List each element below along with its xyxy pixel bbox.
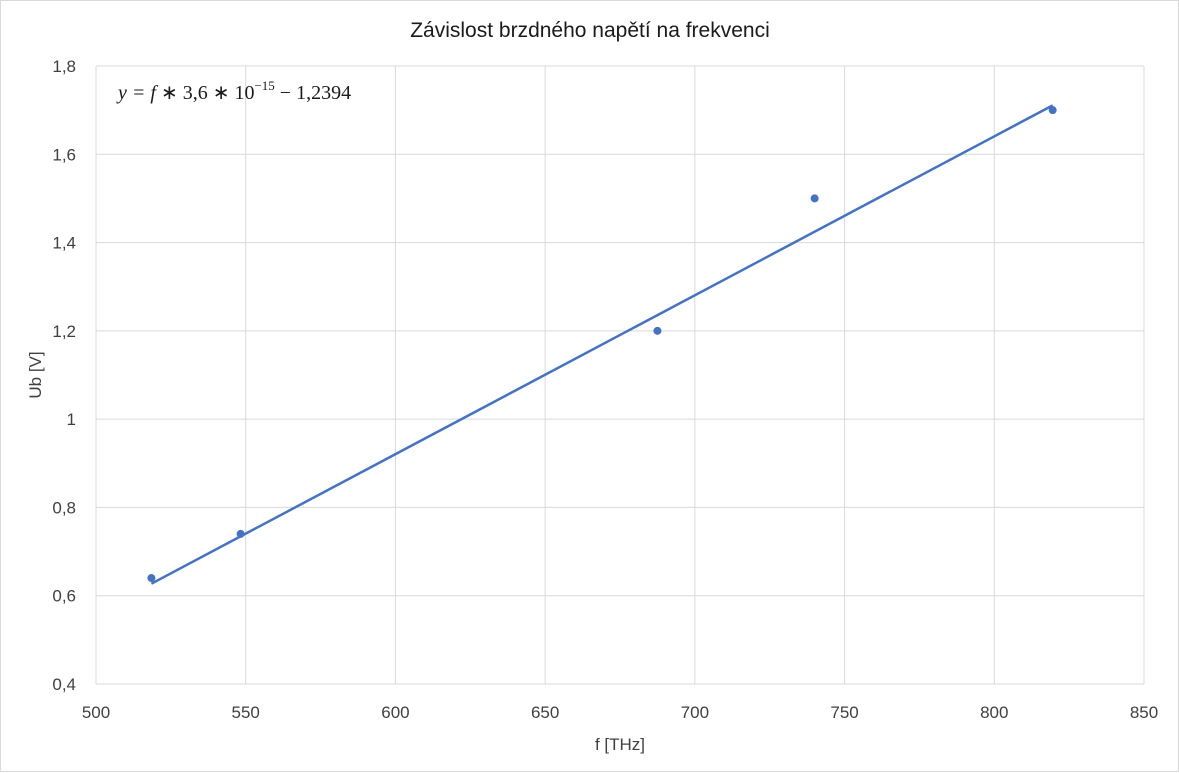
y-tick-label: 1,8 [52, 57, 76, 76]
equation-exponent: −15 [254, 78, 274, 93]
x-tick-label: 800 [980, 703, 1008, 722]
data-points [147, 106, 1057, 583]
trendline [150, 104, 1054, 585]
x-tick-label: 550 [232, 703, 260, 722]
x-tick-label: 500 [82, 703, 110, 722]
x-tick-label: 650 [531, 703, 559, 722]
trendline-equation: y = f ∗ 3,6 ∗ 10−15 − 1,2394 [116, 78, 351, 104]
y-tick-label: 1,6 [52, 145, 76, 164]
chart-title: Závislost brzdného napětí na frekvenci [410, 19, 770, 42]
data-point [147, 574, 156, 583]
y-tick-label: 1,4 [52, 234, 76, 253]
x-tick-label: 700 [681, 703, 709, 722]
data-point [653, 326, 662, 335]
y-axis-ticks: 0,4 0,6 0,8 1 1,2 1,4 1,6 1,8 [52, 57, 76, 694]
y-tick-label: 0,6 [52, 587, 76, 606]
y-tick-label: 1 [67, 410, 76, 429]
x-axis-title: f [THz] [595, 735, 645, 754]
y-tick-label: 0,8 [52, 498, 76, 517]
x-tick-label: 750 [830, 703, 858, 722]
gridlines [95, 65, 1145, 685]
equation-lhs: y = f [116, 82, 158, 104]
data-point [236, 529, 245, 538]
y-tick-label: 1,2 [52, 322, 76, 341]
x-tick-label: 600 [381, 703, 409, 722]
x-axis-ticks: 500 550 600 650 700 750 800 850 [82, 703, 1158, 722]
equation-middle: ∗ 3,6 ∗ 10 [156, 82, 255, 104]
trendline-group [150, 104, 1054, 585]
data-point [1048, 106, 1057, 115]
x-tick-label: 850 [1130, 703, 1158, 722]
y-tick-label: 0,4 [52, 675, 76, 694]
equation-tail: − 1,2394 [275, 82, 351, 104]
data-point [810, 194, 819, 203]
y-axis-title: Ub [V] [26, 351, 45, 398]
